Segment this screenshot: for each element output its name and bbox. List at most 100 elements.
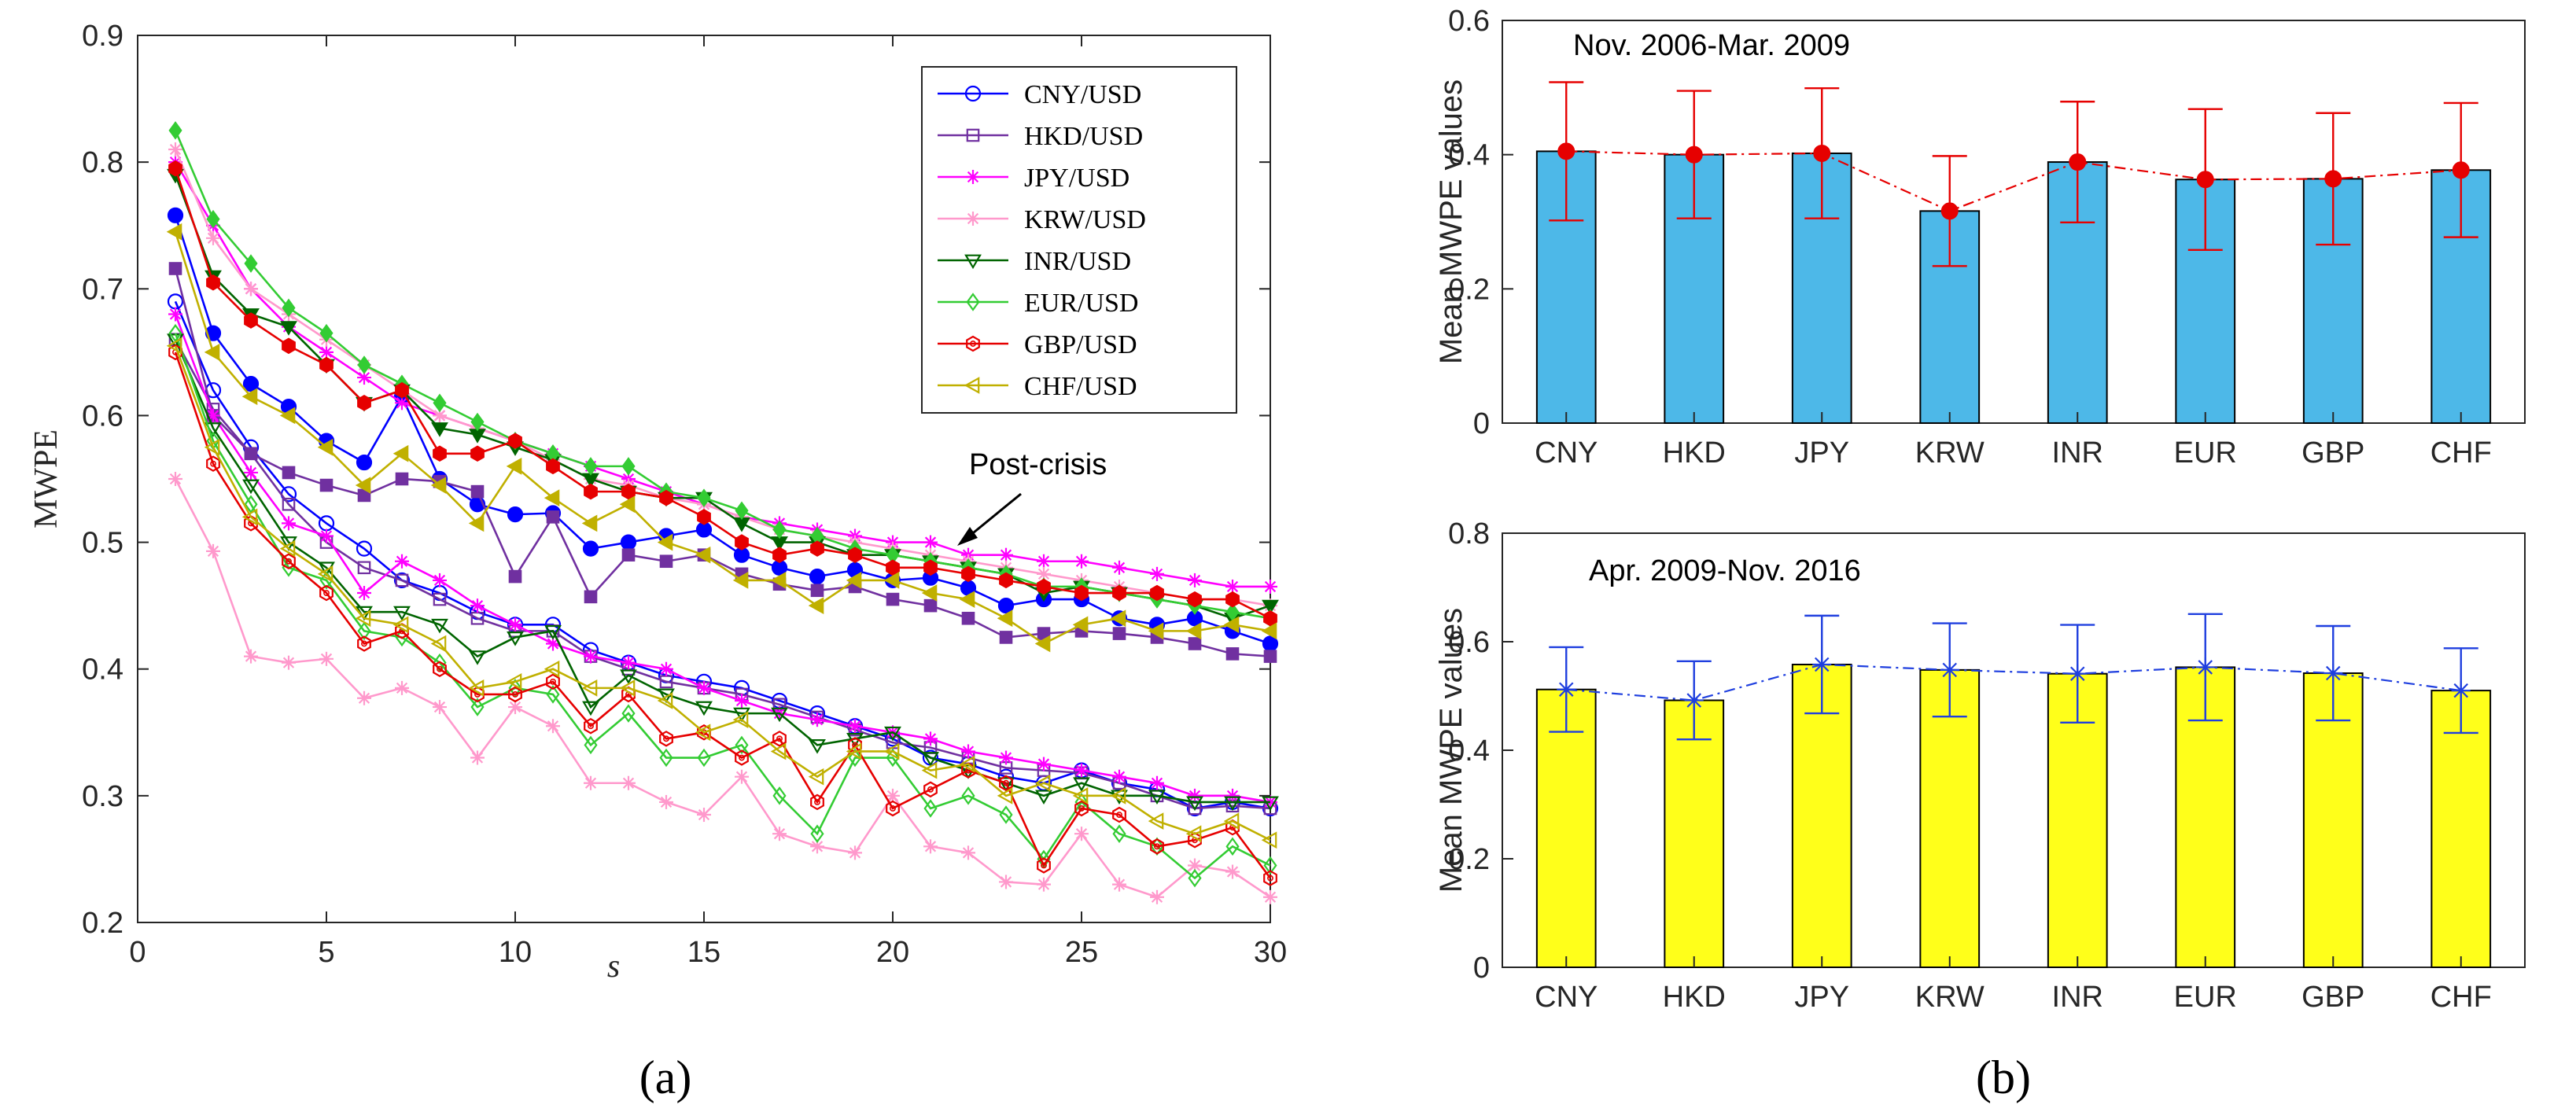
series-jpy-usd-post-point [923, 535, 938, 550]
series-chf-usd-pre-point [695, 724, 711, 742]
legend-box [921, 66, 1237, 414]
series-krw-usd-pre-point [1263, 889, 1277, 904]
series-jpy-usd-pre-point [621, 655, 636, 670]
series-eur-usd-post-point [357, 355, 371, 374]
series-inr-usd-pre-point [393, 606, 411, 621]
legend-eur-usd-label: EUR/USD [1024, 289, 1138, 318]
panel-b-bottom-mean-point-hkd [1684, 690, 1704, 710]
series-jpy-usd-pre-point [470, 598, 485, 613]
panel-b-top-mean-point-cny [1557, 142, 1575, 160]
panel-b-bottom-xtick-label-gbp: GBP [2301, 981, 2364, 1014]
series-eur-usd-pre-point [1225, 837, 1240, 856]
series-gbp-usd-pre-point [1074, 800, 1089, 817]
series-jpy-usd-pre-point [923, 731, 938, 746]
series-chf-usd-post-point [317, 438, 334, 456]
series-krw-usd-pre-point [206, 543, 220, 558]
series-chf-usd-post-point [695, 546, 711, 564]
series-jpy-usd-pre-point [357, 586, 371, 601]
series-cny-usd-post-point [242, 376, 260, 392]
series-gbp-usd-pre-point [735, 749, 749, 766]
series-krw-usd-pre-point [1112, 877, 1126, 892]
panel-a-xtick-label: 20 [876, 936, 909, 969]
series-gbp-usd-pre-point [886, 800, 900, 817]
panel-a-xtick-label: 15 [687, 936, 720, 969]
panel-b-top-mean-point-eur [2196, 171, 2214, 189]
series-chf-usd-post-point [1034, 635, 1051, 653]
series-gbp-usd-pre-point [659, 731, 673, 747]
panel-a-xtick-label: 10 [499, 936, 532, 969]
series-cny-usd-post-point [507, 506, 524, 523]
series-eur-usd-pre-point [697, 748, 711, 768]
series-eur-usd-pre-point [772, 786, 787, 805]
series-hkd-usd-post-point [886, 592, 900, 606]
series-inr-usd-pre-point [997, 777, 1015, 792]
series-inr-usd-post-point [431, 422, 448, 437]
series-chf-usd-pre-point [921, 761, 938, 779]
legend-jpy-usd-label: JPY/USD [1024, 164, 1130, 193]
series-gbp-usd-post-point [1225, 591, 1240, 608]
series-cny-usd-post-point [205, 325, 222, 341]
panel-b-bottom-mean-point-jpy [1812, 654, 1832, 674]
series-jpy-usd-post-point [1188, 573, 1202, 587]
series-hkd-usd-post-point [1225, 647, 1240, 661]
series-gbp-usd-post-point [508, 433, 522, 449]
series-inr-usd-pre-point [884, 726, 901, 742]
panel-b-bottom-xtick-label-jpy: JPY [1794, 981, 1849, 1014]
series-jpy-usd-pre-point [961, 744, 975, 759]
legend-chf-usd-marker [964, 377, 980, 394]
post-crisis-arrow [964, 492, 1022, 541]
series-cny-usd-post-point [167, 207, 184, 223]
series-krw-usd-pre-point [433, 700, 447, 715]
series-krw-usd-pre-point [961, 845, 975, 860]
series-eur-usd-pre-point [923, 799, 938, 818]
series-inr-usd-pre-line [174, 339, 1270, 804]
series-gbp-usd-post-point [1074, 584, 1089, 602]
series-krw-usd-pre-point [1225, 864, 1240, 879]
panel-b-bottom-title: Apr. 2009-Nov. 2016 [1589, 554, 1861, 587]
series-chf-usd-post-point [355, 477, 371, 494]
series-jpy-usd-post-point [1263, 579, 1277, 594]
series-hkd-usd-pre-point [433, 592, 447, 606]
series-chf-usd-post-point [241, 388, 258, 406]
series-gbp-usd-post-point [1188, 591, 1202, 608]
panel-b-top-mean-point-krw [1940, 202, 1959, 220]
series-krw-usd-pre-point [395, 680, 409, 695]
panel-b-top-title: Nov. 2006-Mar. 2009 [1573, 29, 1850, 62]
series-jpy-usd-post-point [1037, 554, 1051, 569]
series-gbp-usd-pre-point [319, 584, 334, 602]
panel-b-top-mean-point-inr [2069, 153, 2087, 171]
series-krw-usd-pre-point [546, 719, 560, 734]
panel-b-top-ytick-label: 0.2 [1448, 273, 1490, 306]
series-eur-usd-pre-point [961, 786, 975, 805]
series-jpy-usd-pre-point [1150, 775, 1164, 790]
series-chf-usd-post-point [959, 591, 975, 608]
series-chf-usd-post-point [1072, 616, 1089, 634]
series-chf-usd-post-point [1261, 622, 1277, 640]
series-jpy-usd-pre-point [697, 680, 711, 695]
panel-a-ytick-label: 0.6 [82, 400, 123, 433]
series-hkd-usd-post-point [319, 478, 334, 492]
series-krw-usd-pre-point [1074, 827, 1089, 841]
series-chf-usd-post-point [166, 223, 182, 241]
series-eur-usd-post-point [433, 393, 447, 413]
panel-b-top-xtick-label-gbp: GBP [2301, 436, 2364, 469]
series-gbp-usd-post-point [1112, 584, 1126, 602]
series-gbp-usd-post-point [1263, 609, 1277, 627]
series-inr-usd-pre-point [1224, 796, 1241, 812]
series-chf-usd-post-point [468, 514, 485, 532]
series-eur-usd-pre-point [886, 748, 900, 768]
series-krw-usd-pre-line [174, 478, 1271, 899]
series-gbp-usd-pre-point [357, 635, 371, 652]
legend-krw-usd-marker [966, 212, 980, 226]
series-krw-usd-pre-point [999, 875, 1013, 889]
series-gbp-usd-post-point [999, 572, 1013, 589]
series-jpy-usd-pre-line [174, 314, 1271, 804]
series-jpy-usd-pre-point [584, 649, 598, 664]
series-chf-usd-post-point [883, 572, 900, 589]
panel-b-top-bar-chart: 0 0.2 0.4 0.6 CNY HKD JPY KRW INR EUR GBP CHF Nov. … [1434, 5, 2526, 469]
series-hkd-usd-post-point [244, 447, 258, 461]
series-krw-usd-pre-point [848, 845, 862, 860]
series-jpy-usd-pre-point [395, 554, 409, 569]
series-chf-usd-pre-point [1034, 774, 1051, 792]
panel-b-bottom-mean-point-eur [2195, 657, 2215, 677]
